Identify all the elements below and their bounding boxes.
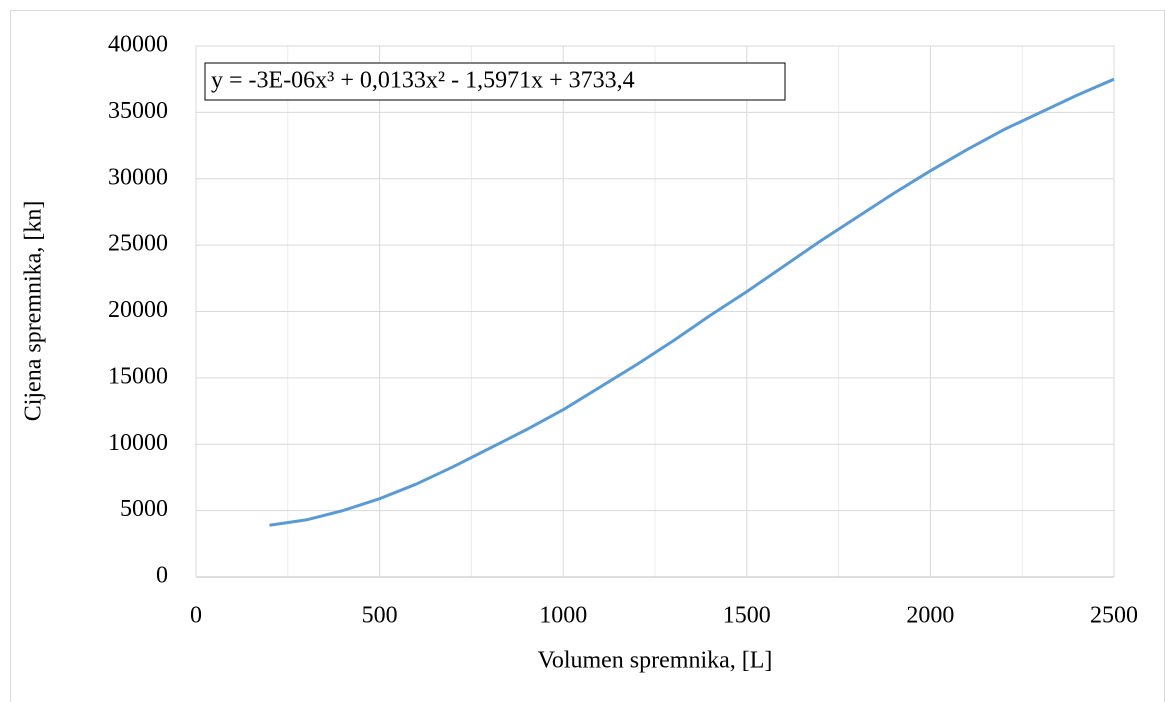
x-tick-label: 1500 bbox=[723, 603, 771, 629]
y-tick-label: 15000 bbox=[108, 363, 168, 389]
y-tick-label: 10000 bbox=[108, 430, 168, 456]
x-tick-label: 500 bbox=[362, 603, 398, 629]
x-tick-label: 2500 bbox=[1090, 603, 1138, 629]
y-tick-label: 25000 bbox=[108, 231, 168, 257]
annotation: y = -3E-06x³ + 0,0133x² - 1,5971x + 3733… bbox=[211, 68, 635, 94]
y-tick-label: 20000 bbox=[108, 297, 168, 323]
chart-border bbox=[10, 10, 1165, 702]
y-axis-label: Cijena spremnika, [kn] bbox=[21, 201, 47, 422]
data-line bbox=[269, 77, 1115, 527]
y-tick-label: 5000 bbox=[120, 496, 168, 522]
x-tick-label: 1000 bbox=[539, 603, 587, 629]
x-tick-label: 0 bbox=[190, 603, 202, 629]
x-axis-label: Volumen spremnika, [L] bbox=[538, 648, 773, 674]
y-tick-label: 0 bbox=[156, 563, 168, 589]
x-tick-label: 2000 bbox=[906, 603, 954, 629]
y-tick-label: 30000 bbox=[108, 164, 168, 190]
annotation-box bbox=[204, 62, 786, 101]
y-tick-label: 35000 bbox=[108, 98, 168, 124]
y-tick-label: 40000 bbox=[108, 32, 168, 58]
